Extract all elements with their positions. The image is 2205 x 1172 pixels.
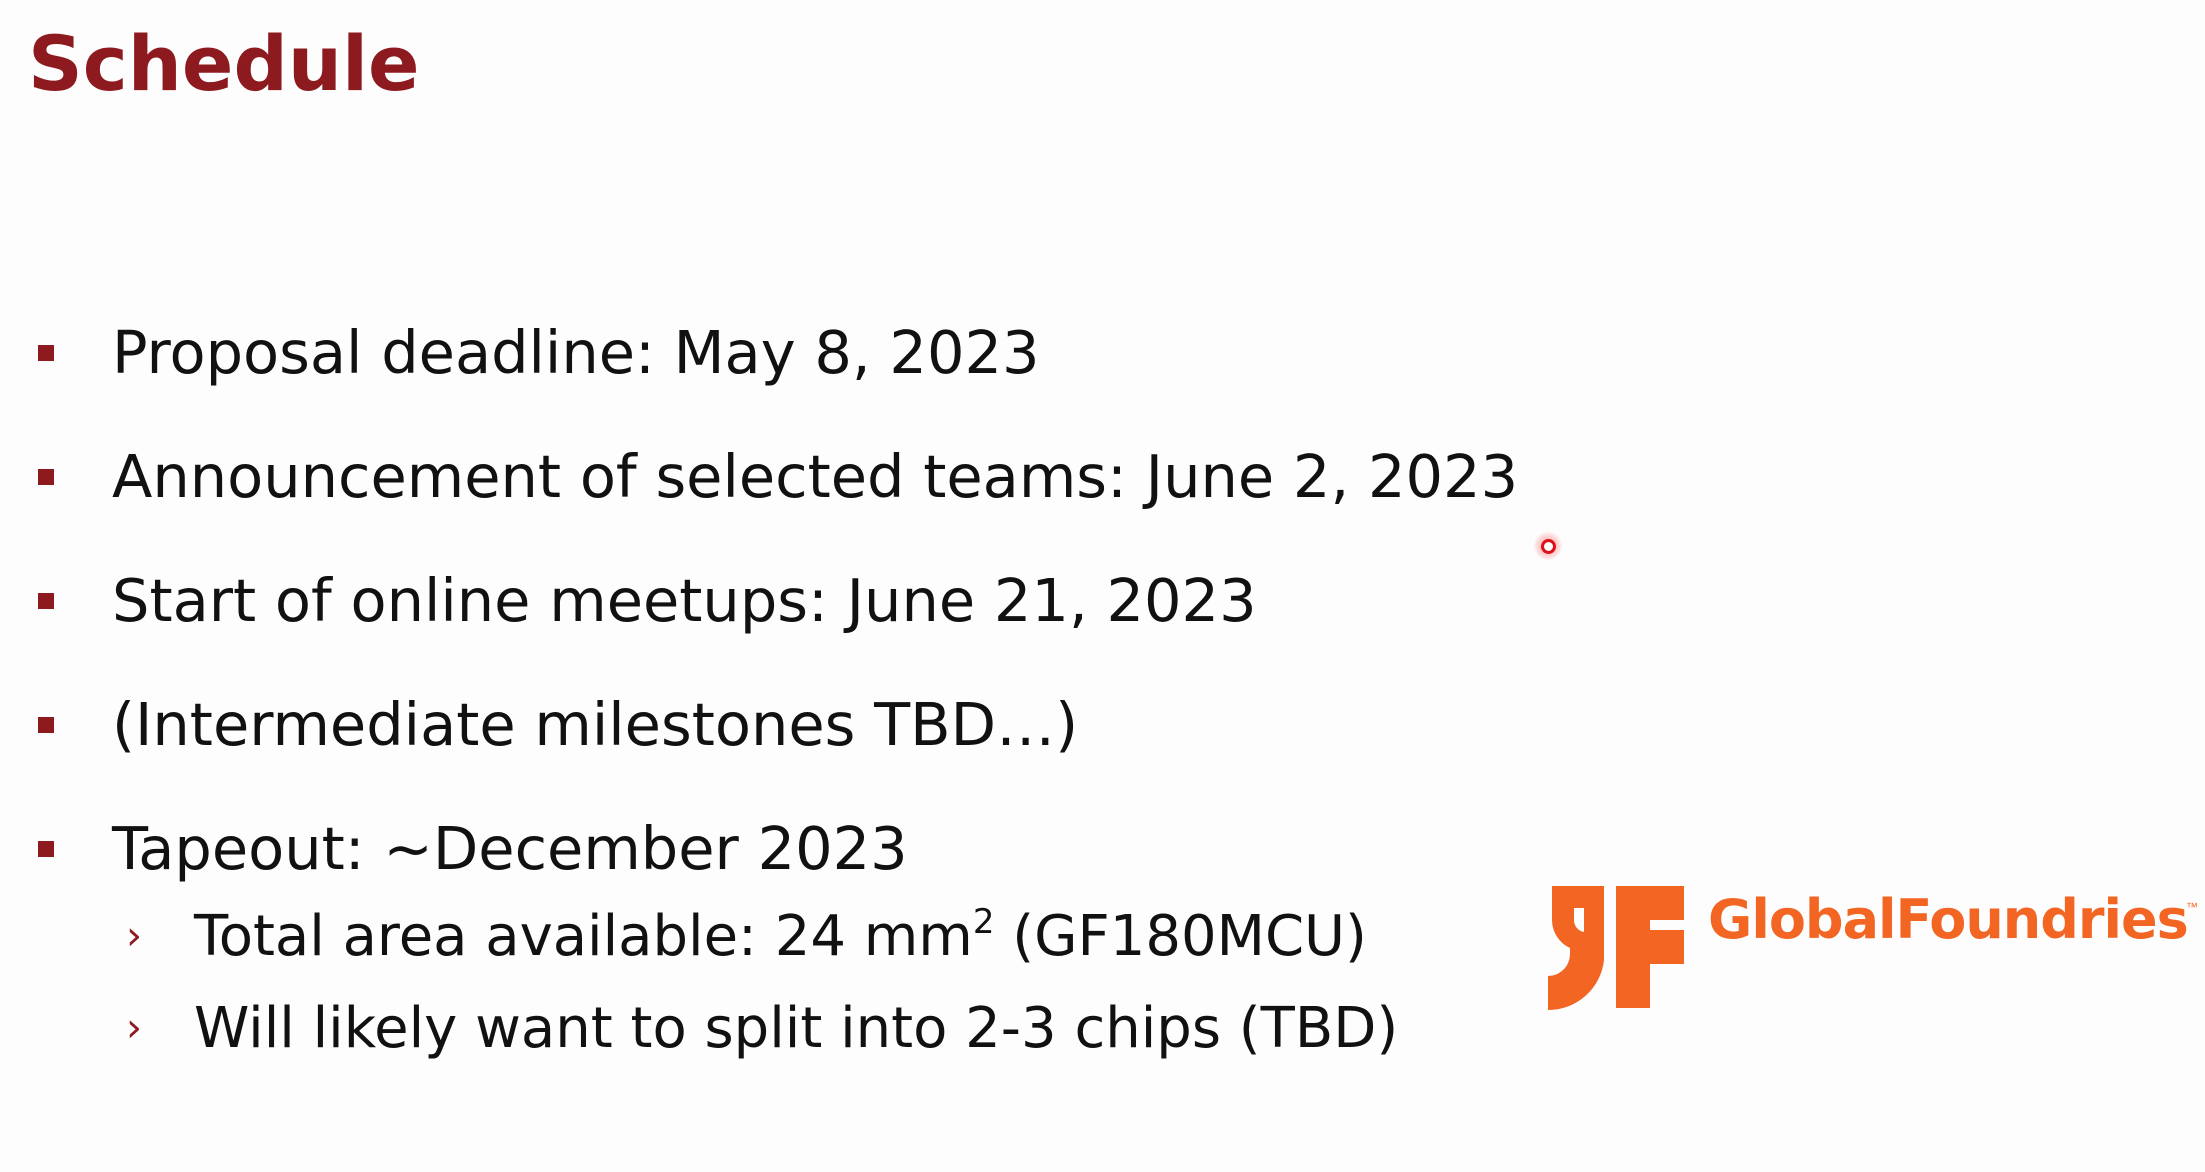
trademark-symbol: ™	[2186, 900, 2198, 914]
laser-pointer-icon	[1534, 532, 1562, 560]
square-bullet-icon	[38, 593, 54, 609]
bullet-text: Start of online meetups: June 21, 2023	[112, 566, 1257, 635]
square-bullet-icon	[38, 469, 54, 485]
sub-bullet-text-prefix: Total area available: 24 mm	[194, 904, 973, 969]
globalfoundries-logo: GlobalFoundries ™	[1546, 880, 2198, 1015]
superscript-exponent: 2	[972, 902, 995, 942]
bullet-text: Announcement of selected teams: June 2, …	[112, 442, 1519, 511]
pointer-ring	[1541, 539, 1556, 554]
bullet-text: Tapeout: ~December 2023	[112, 814, 908, 883]
sub-bullet-text-suffix: (GF180MCU)	[994, 904, 1367, 969]
chevron-right-icon: ›	[126, 913, 142, 959]
bullet-text: Proposal deadline: May 8, 2023	[112, 318, 1040, 387]
square-bullet-icon	[38, 345, 54, 361]
bullet-text: (Intermediate milestones TBD…)	[112, 690, 1079, 759]
logo-wordmark: GlobalFoundries	[1708, 888, 2189, 951]
square-bullet-icon	[38, 717, 54, 733]
square-bullet-icon	[38, 841, 54, 857]
chevron-right-icon: ›	[126, 1005, 142, 1051]
sub-bullet-text: Total area available: 24 mm2 (GF180MCU)	[194, 901, 1367, 973]
slide-title: Schedule	[28, 19, 420, 108]
sub-bullet-text: Will likely want to split into 2-3 chips…	[194, 996, 1399, 1061]
gf-logo-mark-icon	[1548, 886, 1684, 1011]
